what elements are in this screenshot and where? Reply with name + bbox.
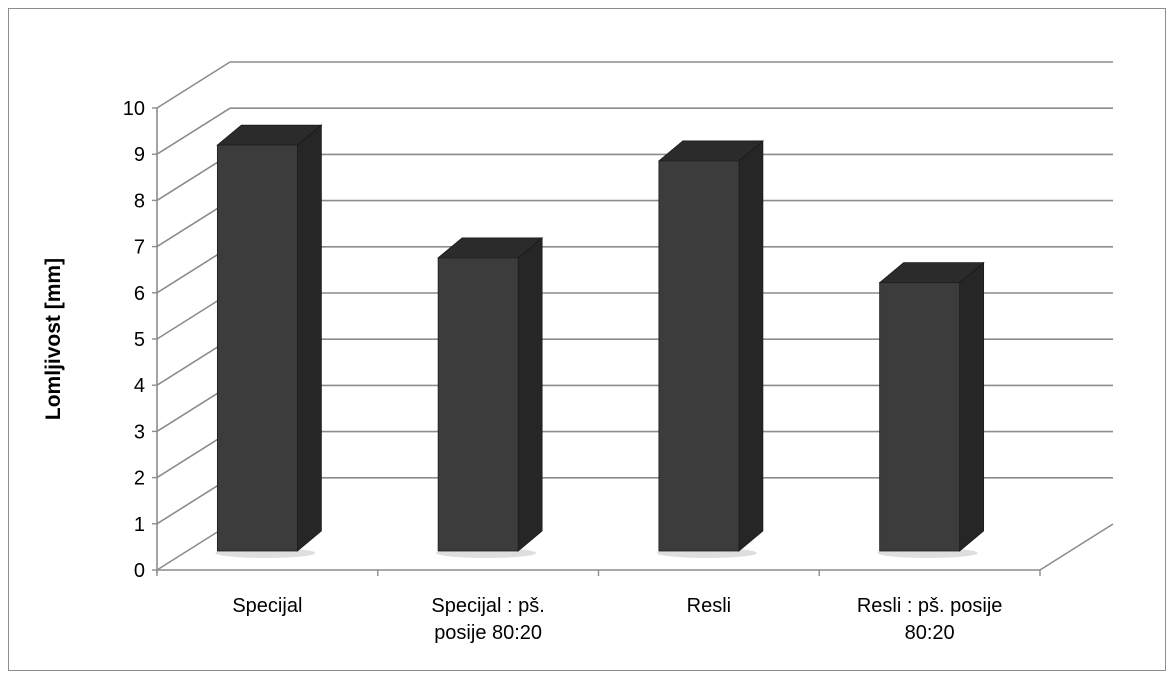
x-category-label-line: Specijal bbox=[232, 595, 302, 617]
y-tick-label: 2 bbox=[134, 468, 145, 490]
y-tick-label: 1 bbox=[134, 514, 145, 536]
y-tick-label: 3 bbox=[134, 421, 145, 443]
gridline-diagonal bbox=[156, 61, 231, 109]
bar bbox=[436, 236, 544, 558]
x-category-label: Resli bbox=[687, 595, 731, 617]
bar-side bbox=[517, 236, 543, 552]
y-tick-label: 8 bbox=[134, 190, 145, 212]
x-category-label-line: posije 80:20 bbox=[434, 622, 542, 644]
floor-right-edge bbox=[1039, 523, 1114, 571]
bar bbox=[877, 261, 985, 558]
x-category-label-line: Resli : pš. posije bbox=[857, 595, 1003, 617]
y-tick-label: 7 bbox=[134, 237, 145, 259]
bar-side bbox=[959, 261, 985, 552]
x-category-label-line: 80:20 bbox=[905, 622, 955, 644]
y-tick-label: 5 bbox=[134, 329, 145, 351]
y-tick-label: 10 bbox=[123, 98, 145, 120]
axis-layer bbox=[152, 107, 1114, 576]
bar-side bbox=[738, 140, 764, 552]
bar-front bbox=[658, 160, 740, 552]
bar-side bbox=[296, 124, 322, 552]
bar-front bbox=[437, 257, 519, 552]
label-layer: 0 1 2 3 4 5 6 7 8 9 10 Specijal Specijal : pš. posije… bbox=[123, 98, 1003, 644]
x-category-label: Specijal bbox=[232, 595, 302, 617]
y-tick-label: 6 bbox=[134, 283, 145, 305]
x-category-label-line: Specijal : pš. bbox=[431, 595, 544, 617]
bar-front bbox=[216, 144, 298, 552]
gridline-diagonal bbox=[156, 107, 231, 155]
y-tick-label: 0 bbox=[134, 560, 145, 582]
bar bbox=[215, 124, 323, 558]
y-axis-title: Lomljivost [mm] bbox=[42, 258, 65, 420]
x-category-label: Resli : pš. posije 80:20 bbox=[857, 595, 1003, 644]
x-category-label: Specijal : pš. posije 80:20 bbox=[431, 595, 544, 644]
x-category-label-line: Resli bbox=[687, 595, 731, 617]
y-tick-label: 4 bbox=[134, 375, 145, 397]
y-tick-label: 9 bbox=[134, 144, 145, 166]
bar bbox=[656, 140, 764, 558]
bar-layer bbox=[215, 124, 985, 558]
bar-front bbox=[879, 282, 961, 552]
